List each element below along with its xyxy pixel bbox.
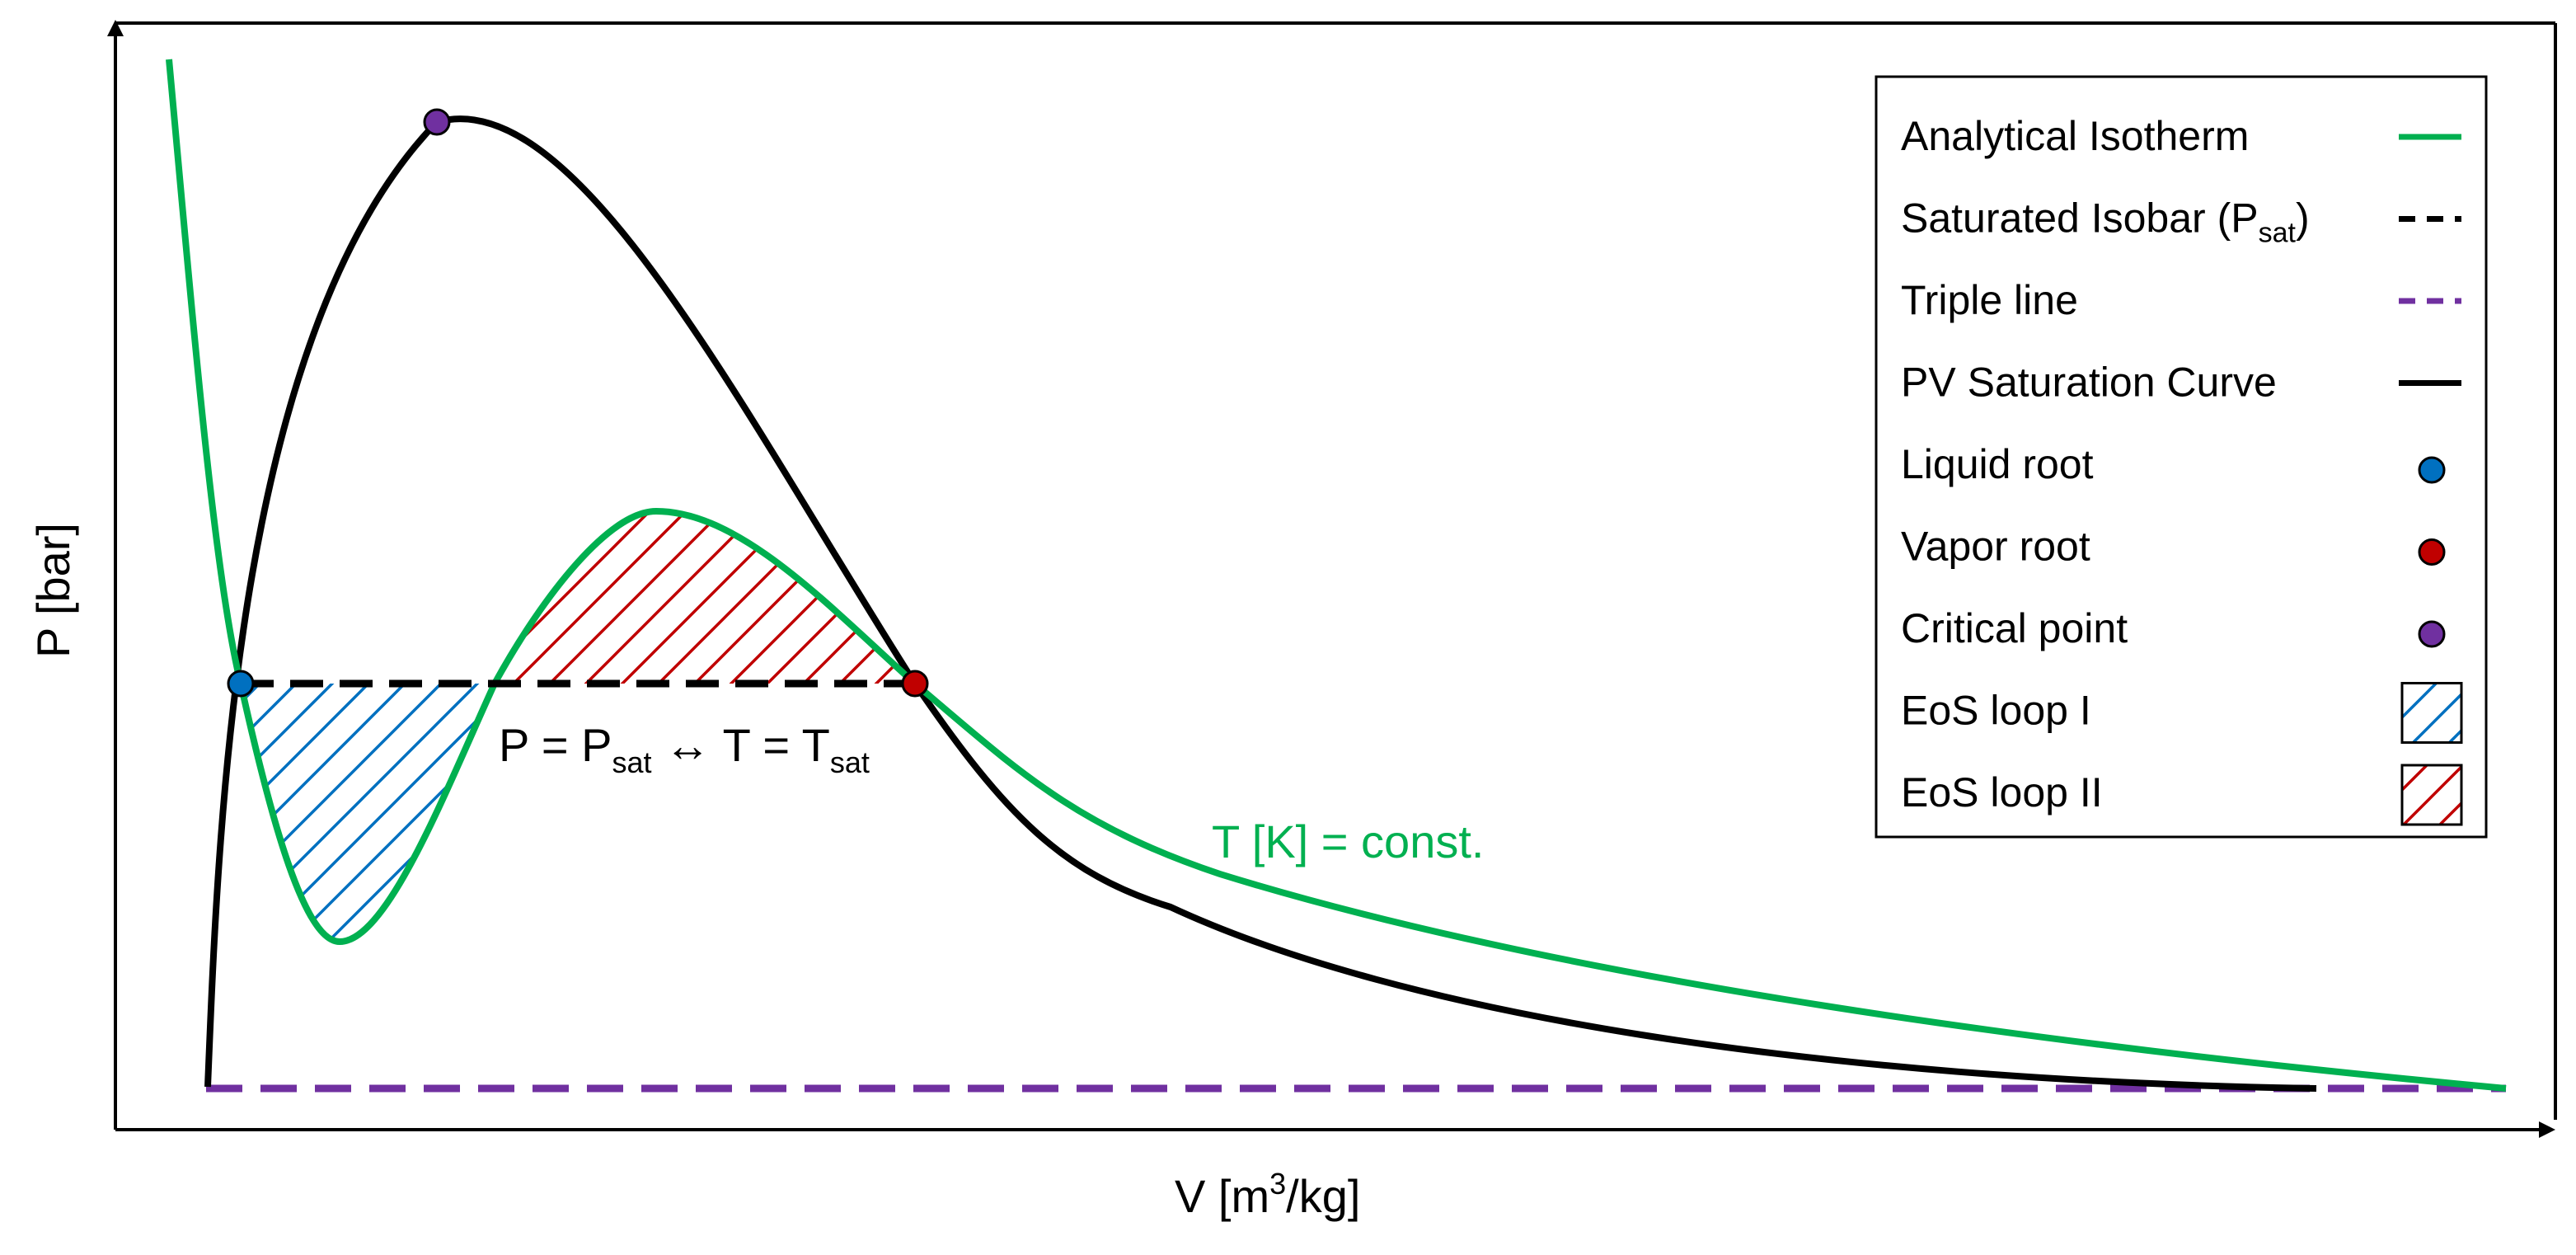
legend-label: PV Saturation Curve	[1901, 360, 2277, 406]
legend-label: Saturated Isobar (Psat)	[1901, 195, 2310, 249]
psat-equation-annotation: P = Psat ↔ T = Tsat	[499, 719, 870, 779]
pv-saturation-curve	[204, 115, 2317, 1092]
legend-swatch-hatch	[2400, 682, 2463, 744]
legend: Analytical Isotherm Saturated Isobar (Psa…	[1875, 75, 2488, 839]
legend-label: Analytical Isotherm	[1901, 113, 2249, 159]
critical-point-marker	[423, 108, 451, 136]
legend-label: EoS loop I	[1901, 688, 2091, 734]
legend-frame	[1875, 75, 2488, 839]
x-axis-arrowhead	[2539, 1121, 2555, 1138]
legend-label: Vapor root	[1901, 524, 2090, 570]
y-axis-label: P [bar]	[27, 523, 79, 658]
legend-label: EoS loop II	[1901, 769, 2103, 816]
legend-swatch-hatch	[2400, 764, 2463, 826]
legend-label: Liquid root	[1901, 441, 2094, 487]
isotherm-annotation: T [K] = const.	[1212, 816, 1484, 867]
liquid-root-marker	[227, 670, 255, 698]
legend-swatch-marker	[2418, 456, 2446, 484]
x-axis-label: V [m3/kg]	[1175, 1167, 1360, 1222]
vapor-root-marker	[901, 670, 929, 698]
y-axis-arrowhead	[107, 20, 124, 36]
legend-label: Triple line	[1901, 277, 2078, 323]
legend-swatch-marker	[2418, 620, 2446, 648]
legend-swatch-marker	[2418, 538, 2446, 566]
legend-label: Critical point	[1901, 605, 2128, 651]
